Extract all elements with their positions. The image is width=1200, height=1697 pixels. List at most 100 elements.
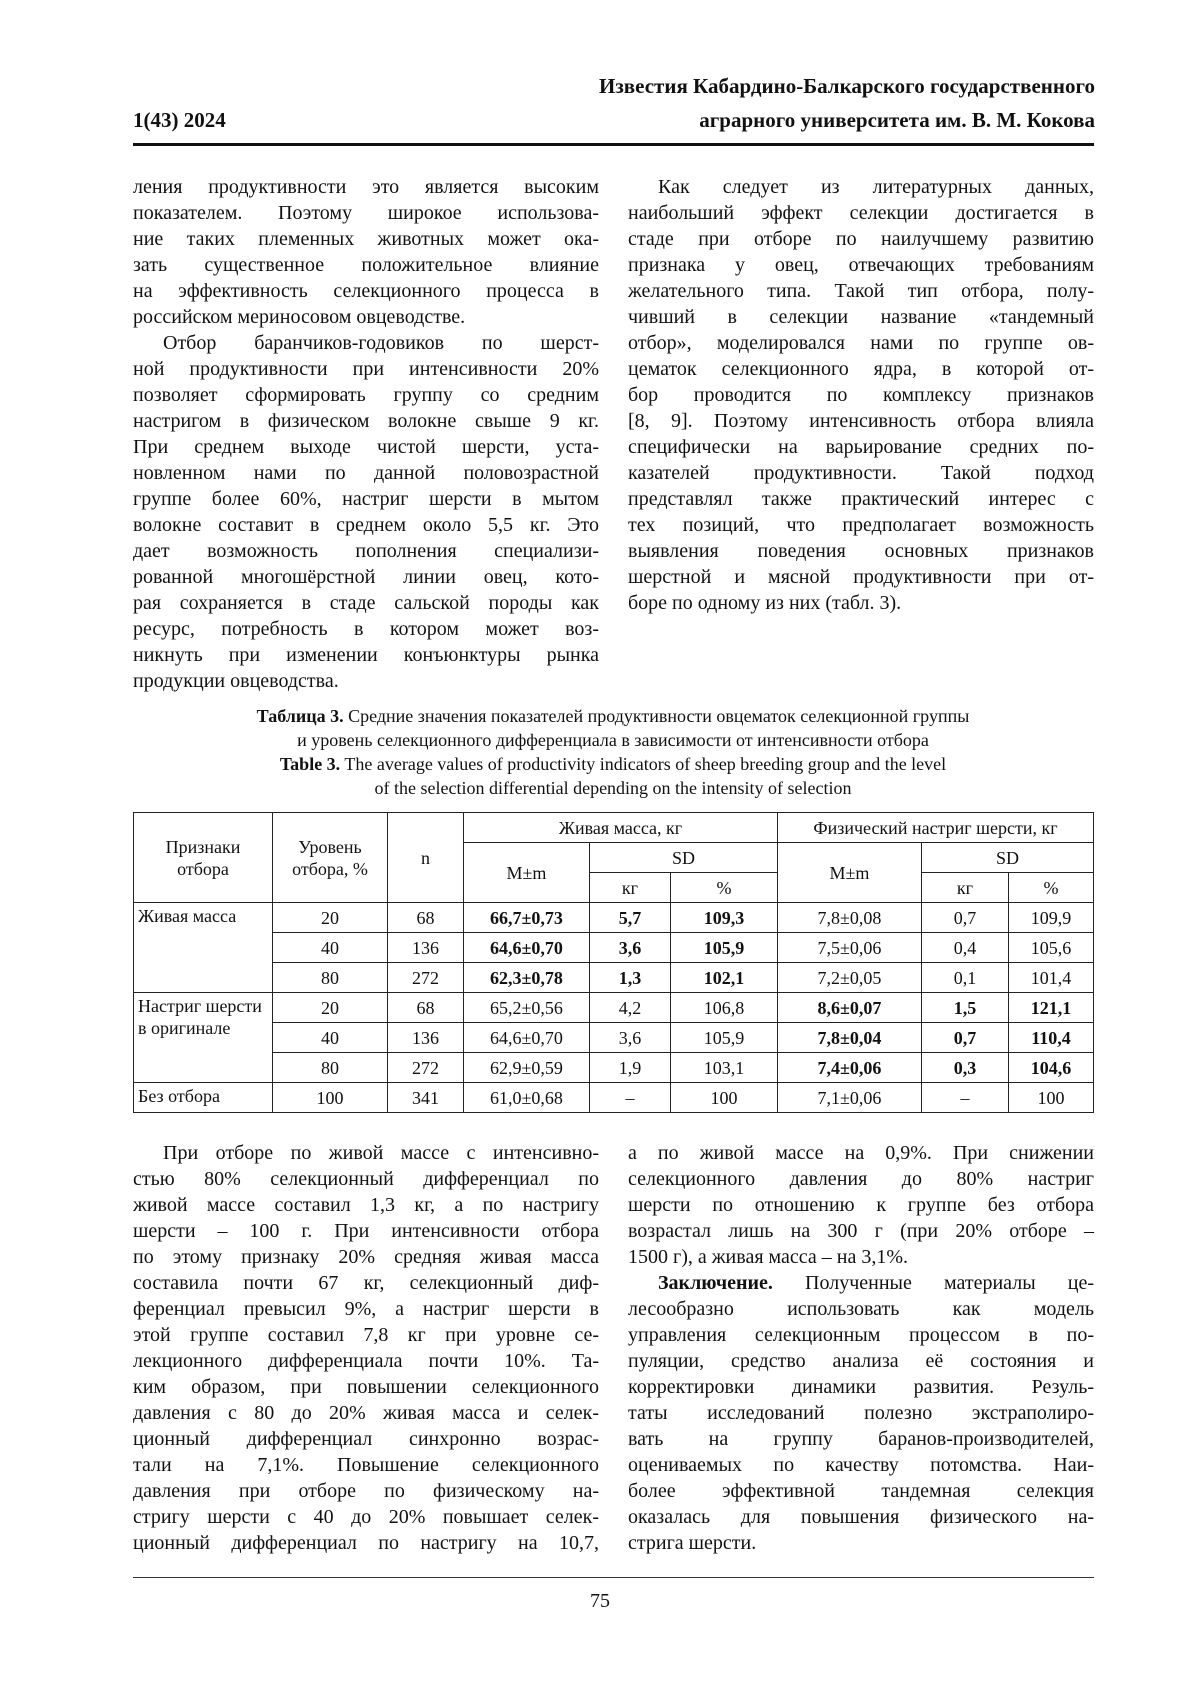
text-line: бор проводится по комплексу признаков: [628, 382, 1094, 408]
text-line: шерстной и мясной продуктивности при от-: [628, 564, 1094, 590]
text-line: ной продуктивности при интенсивности 20%: [133, 356, 599, 382]
table-cell: 64,6±0,70: [464, 933, 590, 963]
table-row: Живая масса206866,7±0,735,7109,37,8±0,08…: [134, 903, 1094, 933]
text-line: рая сохраняется в стаде сальской породы …: [133, 590, 599, 616]
caption-lead: Таблица 3.: [257, 706, 344, 726]
table-cell: 104,6: [1009, 1053, 1094, 1083]
table-cell: 1,9: [590, 1053, 671, 1083]
table-row: Настриг шерсти в оригинале206865,2±0,564…: [134, 993, 1094, 1023]
caption-text: и уровень селекционного дифференциала в …: [297, 730, 929, 750]
text-line: тали на 7,1%. Повышение селекционного: [133, 1452, 599, 1478]
journal-title: аграрного университета им. В. М. Кокова: [699, 108, 1095, 133]
text-line: ресурс, потребность в котором может воз-: [133, 616, 599, 642]
text-line: желательного типа. Такой тип отбора, пол…: [628, 278, 1094, 304]
column: ления продуктивности это является высоки…: [133, 174, 599, 694]
text-line: новленном нами по данной половозрастной: [133, 460, 599, 486]
table-cell: 0,1: [922, 963, 1009, 993]
text-line: лекционного дифференциала почти 10%. Та-: [133, 1348, 599, 1374]
table-cell: 7,2±0,05: [778, 963, 922, 993]
table-cell: n: [388, 813, 464, 903]
text-line: ференциал превысил 9%, а настриг шерсти …: [133, 1296, 599, 1322]
text-line: управления селекционным процессом в по-: [628, 1322, 1094, 1348]
text-line: оцениваемых по качеству потомства. Наи-: [628, 1452, 1094, 1478]
table: Признаки отбораУровень отбора, %nЖивая м…: [133, 812, 1094, 1113]
text-line: этой группе составил 7,8 кг при уровне с…: [133, 1322, 599, 1348]
text-line: стью 80% селекционный дифференциал по: [133, 1166, 599, 1192]
table-cell: Уровень отбора, %: [273, 813, 388, 903]
table-cell: 68: [388, 993, 464, 1023]
table-cell: SD: [590, 843, 778, 873]
table-cell: Настриг шерсти в оригинале: [134, 993, 273, 1083]
text-line: стрига шерсти.: [628, 1530, 1094, 1556]
column: а по живой массе на 0,9%. При снижениисе…: [628, 1140, 1094, 1556]
table-caption: Таблица 3. Средние значения показателей …: [133, 704, 1093, 800]
text-line: цематок селекционного ядра, в которой от…: [628, 356, 1094, 382]
text-line: признака у овец, отвечающих требованиям: [628, 252, 1094, 278]
table-row: 8027262,3±0,781,3102,17,2±0,050,1101,4: [134, 963, 1094, 993]
table-cell: 0,7: [922, 903, 1009, 933]
table-cell: 1,3: [590, 963, 671, 993]
paragraph: Отбор баранчиков-годовиков по шерст-ной …: [133, 330, 599, 694]
table-cell: 7,4±0,06: [778, 1053, 922, 1083]
table-cell: Живая масса: [134, 903, 273, 993]
text-line: давления с 80 до 20% живая масса и селек…: [133, 1400, 599, 1426]
table-cell: 105,9: [671, 1023, 778, 1053]
text-line: наибольший эффект селекции достигается в: [628, 200, 1094, 226]
table-cell: 7,1±0,06: [778, 1083, 922, 1113]
text-line: При отборе по живой массе с интенсивно-: [133, 1140, 599, 1166]
text-line: давления при отборе по физическому на-: [133, 1478, 599, 1504]
table-cell: 105,6: [1009, 933, 1094, 963]
table-cell: кг: [922, 873, 1009, 903]
table-cell: 40: [273, 933, 388, 963]
table-cell: 66,7±0,73: [464, 903, 590, 933]
text-line: корректировки динамики развития. Резуль-: [628, 1374, 1094, 1400]
text-line: шерсти – 100 г. При интенсивности отбора: [133, 1218, 599, 1244]
text-line: чивший в селекции название «тандемный: [628, 304, 1094, 330]
text-line: настригом в физическом волокне свыше 9 к…: [133, 408, 599, 434]
text-line: российском мериносовом овцеводстве.: [133, 304, 599, 330]
text-line: более эффективной тандемная селекция: [628, 1478, 1094, 1504]
table-cell: 109,3: [671, 903, 778, 933]
text-line: выявления поведения основных признаков: [628, 538, 1094, 564]
table-cell: Живая масса, кг: [464, 813, 778, 843]
text-line: ние таких племенных животных может ока-: [133, 226, 599, 252]
table-cell: 110,4: [1009, 1023, 1094, 1053]
journal-title: Известия Кабардино-Балкарского государст…: [599, 74, 1095, 99]
table-cell: %: [671, 873, 778, 903]
table-cell: 62,3±0,78: [464, 963, 590, 993]
table-cell: 20: [273, 993, 388, 1023]
text-line: Заключение. Полученные материалы це-: [628, 1270, 1094, 1296]
issue: 1(43) 2024: [133, 108, 226, 133]
paragraph: При отборе по живой массе с интенсивно-с…: [133, 1140, 599, 1556]
text-line: составила почти 67 кг, селекционный диф-: [133, 1270, 599, 1296]
table-cell: 121,1: [1009, 993, 1094, 1023]
text-line: стригу шерсти с 40 до 20% повышает селек…: [133, 1504, 599, 1530]
paragraph: а по живой массе на 0,9%. При снижениисе…: [628, 1140, 1094, 1270]
header-row: Признаки отбораУровень отбора, %nЖивая м…: [134, 813, 1094, 843]
table-cell: 7,8±0,08: [778, 903, 922, 933]
text-line: оказалась для повышения физического на-: [628, 1504, 1094, 1530]
table-cell: 136: [388, 933, 464, 963]
text-line: таты исследований полезно экстраполиро-: [628, 1400, 1094, 1426]
text-line: группе более 60%, настриг шерсти в мытом: [133, 486, 599, 512]
lead: Заключение.: [658, 1272, 773, 1294]
table-cell: кг: [590, 873, 671, 903]
text-line: дает возможность пополнения специализи-: [133, 538, 599, 564]
table-cell: –: [922, 1083, 1009, 1113]
text-line: зать существенное положительное влияние: [133, 252, 599, 278]
table-cell: 109,9: [1009, 903, 1094, 933]
table-cell: 5,7: [590, 903, 671, 933]
paragraph: Как следует из литературных данных,наибо…: [628, 174, 1094, 616]
text-line: Как следует из литературных данных,: [628, 174, 1094, 200]
table-cell: 4,2: [590, 993, 671, 1023]
table-cell: Физический настриг шерсти, кг: [778, 813, 1094, 843]
text-line: вать на группу баранов-производителей,: [628, 1426, 1094, 1452]
table-cell: 7,5±0,06: [778, 933, 922, 963]
table-cell: 0,4: [922, 933, 1009, 963]
caption-lead: Table 3.: [280, 754, 340, 774]
text-line: ким образом, при повышении селекционного: [133, 1374, 599, 1400]
table-cell: 0,7: [922, 1023, 1009, 1053]
text-line: Отбор баранчиков-годовиков по шерст-: [133, 330, 599, 356]
caption-line: Таблица 3. Средние значения показателей …: [133, 704, 1093, 728]
